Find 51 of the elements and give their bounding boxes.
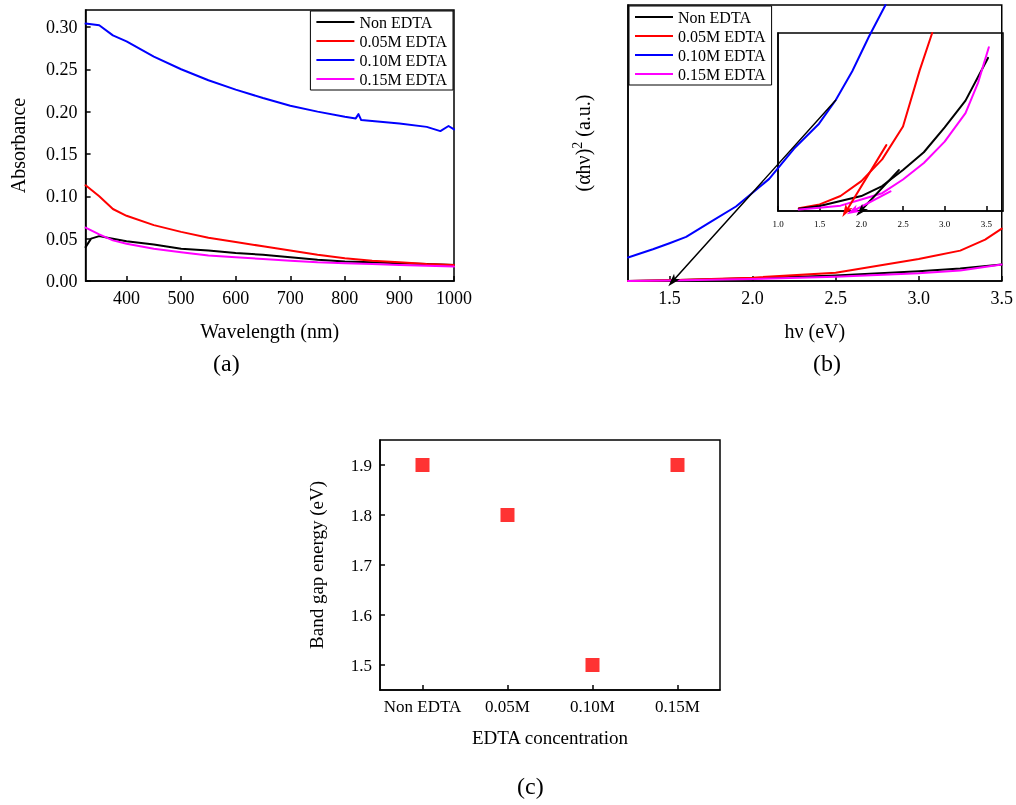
y-tick-label: 0.10 — [46, 186, 78, 207]
y-axis-title: Absorbance — [7, 97, 29, 194]
text: (b) — [813, 350, 841, 376]
x-tick-label: 400 — [113, 288, 141, 308]
y-tick-label: 0.30 — [46, 16, 78, 37]
y-tick-label: 1.9 — [350, 455, 372, 475]
x-tick-label: 600 — [222, 288, 250, 308]
x-tick-label: 700 — [276, 288, 304, 308]
y-tick-label: 0.25 — [46, 59, 78, 80]
legend-label: 0.05M EDTA — [359, 32, 448, 50]
x-tick-label: 900 — [385, 288, 413, 308]
y-tick-label: 1.6 — [350, 605, 372, 625]
legend-label: 0.05M EDTA — [678, 27, 767, 45]
x-tick-label: 3.0 — [939, 218, 951, 229]
y-tick-label: 0.15 — [46, 143, 78, 164]
x-tick-label: 1.5 — [814, 218, 826, 229]
y-tick-label: 0.00 — [46, 271, 78, 291]
x-tick-label: 0.15M — [655, 697, 700, 716]
x-tick-label: 0.05M — [485, 697, 530, 716]
y-axis-title: (αhν)2 (a.u.) — [570, 94, 596, 192]
y-axis-title: Band gap energy (eV) — [305, 481, 328, 649]
x-axis-title: EDTA concentration — [471, 727, 629, 748]
x-tick-label: 3.5 — [990, 288, 1013, 308]
x-tick-label: 3.5 — [980, 218, 993, 229]
legend-label: Non EDTA — [359, 13, 433, 31]
y-tick-label: 0.05 — [46, 228, 78, 249]
text: (c) — [517, 773, 544, 799]
x-tick-label: 500 — [167, 288, 195, 308]
y-tick-label: 1.5 — [350, 655, 372, 675]
x-tick-label: 0.10M — [570, 697, 615, 716]
legend-label: 0.10M EDTA — [359, 51, 448, 69]
x-tick-label: 1.0 — [772, 218, 785, 229]
x-axis-title: Wavelength (nm) — [200, 320, 340, 343]
x-tick-label: 1.5 — [658, 288, 681, 308]
x-tick-label: Non EDTA — [383, 697, 462, 716]
y-tick-label: 1.7 — [350, 555, 373, 575]
text: (a) — [213, 350, 240, 376]
x-tick-label: 1000 — [436, 288, 472, 308]
y-tick-label: 0.20 — [46, 101, 78, 122]
x-tick-label: 2.0 — [741, 288, 764, 308]
legend-label: Non EDTA — [678, 8, 752, 26]
x-tick-label: 3.0 — [907, 288, 930, 308]
y-tick-label: 1.8 — [350, 505, 372, 525]
x-axis-title: hν (eV) — [784, 320, 846, 343]
x-tick-label: 800 — [331, 288, 359, 308]
x-tick-label: 2.0 — [855, 218, 868, 229]
legend-label: 0.15M EDTA — [359, 70, 448, 88]
legend-label: 0.10M EDTA — [678, 46, 767, 64]
x-tick-label: 2.5 — [824, 288, 847, 308]
legend-label: 0.15M EDTA — [678, 65, 767, 83]
x-tick-label: 2.5 — [897, 218, 910, 229]
